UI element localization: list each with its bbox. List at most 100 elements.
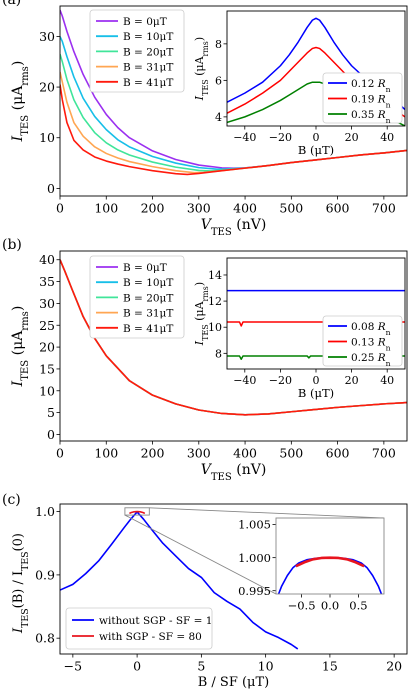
text-part: rms	[201, 286, 210, 301]
text-part: (μA	[10, 330, 26, 360]
text-part: n	[386, 359, 391, 368]
text-part: I	[193, 95, 206, 101]
x-tick-label: 200	[141, 446, 165, 461]
x-tick-label: 20	[345, 131, 359, 144]
zoom-connector	[149, 507, 385, 519]
x-tick-label: −40	[233, 131, 256, 144]
legend-frame	[65, 607, 213, 650]
x-tick-label: 0	[56, 446, 64, 461]
series-line	[60, 84, 407, 176]
y-tick-label: 14	[208, 269, 222, 282]
text-part: TES	[20, 360, 31, 381]
legend-label: B = 0μT	[123, 16, 167, 28]
inset-frame	[226, 257, 406, 370]
legend-label: B = 20μT	[123, 46, 173, 58]
series-line	[60, 259, 407, 416]
legend-frame	[89, 9, 185, 93]
text-part: TES	[211, 472, 232, 483]
text-part: 0.25	[351, 352, 378, 364]
y-axis-label: ITES (μArms)	[10, 61, 31, 143]
text-part: I	[10, 380, 26, 387]
panel-label: (c)	[2, 492, 21, 508]
text-part: 0.12	[351, 78, 378, 90]
x-axis-label: VTES (nV)	[201, 217, 267, 238]
text-part: )	[193, 282, 206, 286]
x-tick-label: 400	[233, 201, 257, 216]
text-part: n	[386, 328, 391, 337]
x-tick-label: −20	[269, 131, 292, 144]
text-part: TES	[201, 79, 210, 95]
x-axis-label: B / SF (μT)	[198, 675, 270, 690]
legend-label: 0.12 Rn	[351, 78, 391, 94]
panel-label: (b)	[2, 237, 22, 253]
x-tick-label: 400	[233, 446, 257, 461]
inset-y-axis-label: ITES (μArms)	[193, 282, 210, 346]
y-tick-label: 5	[47, 405, 55, 420]
text-part: R	[377, 337, 386, 349]
text-part: 0.19	[351, 94, 378, 106]
legend-label: B = 31μT	[123, 62, 173, 74]
legend: B = 0μT B = 10μT B = 20μT B = 31μT B = 41μT	[89, 9, 185, 93]
x-tick-label: 500	[279, 201, 303, 216]
x-tick-label: 0.5	[349, 599, 367, 613]
y-tick-label: 15	[39, 361, 55, 376]
x-tick-label: 200	[141, 201, 165, 216]
inset-frame	[275, 517, 385, 595]
inset: −0.5 0.0 0.5 0.995 1.000 1.005	[238, 517, 385, 613]
legend-label: 0.08 Rn	[351, 321, 391, 337]
inset-x-axis-label: B (μT)	[298, 386, 334, 400]
y-tick-label: 0.8	[35, 631, 55, 646]
text-part: R	[377, 78, 386, 90]
x-tick-label: 15	[322, 659, 338, 674]
legend-frame	[89, 255, 185, 339]
legend-label: 0.19 Rn	[351, 94, 391, 110]
x-axis-label: VTES (nV)	[201, 462, 267, 483]
legend: B = 0μT B = 10μT B = 20μT B = 31μT B = 41μT	[89, 255, 185, 339]
legend-label: 0.35 Rn	[351, 109, 391, 125]
text-part: (μA	[193, 55, 206, 79]
text-part: R	[377, 321, 386, 333]
legend: without SGP - SF = 1 with SGP - SF = 80	[65, 607, 213, 650]
axes-frame	[59, 250, 408, 442]
legend-label: B = 10μT	[123, 277, 173, 289]
zoom-connector	[124, 514, 277, 595]
x-tick-label: 600	[326, 201, 350, 216]
x-tick-label: 0	[313, 131, 320, 144]
y-tick-label: 1.005	[238, 518, 271, 532]
legend-label: B = 20μT	[123, 292, 173, 304]
text-part: )	[10, 306, 26, 311]
x-tick-label: 100	[94, 201, 118, 216]
inset-frame	[226, 10, 406, 127]
y-axis-label: ITES (μArms)	[10, 306, 31, 388]
y-tick-label: 8	[215, 347, 222, 360]
legend-label: B = 31μT	[123, 308, 173, 320]
y-tick-label: 0	[47, 181, 55, 196]
text-part: TES	[211, 227, 232, 238]
text-part: 0.13	[351, 337, 378, 349]
text-part: (B) / I	[11, 571, 26, 608]
panel-label: (a)	[2, 0, 21, 8]
y-tick-label: 10	[39, 130, 55, 145]
y-axis-label: ITES(B) / ITES(0)	[11, 533, 31, 634]
series-line	[129, 510, 146, 515]
y-tick-label: 35	[39, 274, 55, 289]
y-tick-label: 40	[39, 252, 55, 267]
inset-legend-frame	[322, 315, 403, 367]
plot-area	[276, 518, 384, 594]
inset-axes: −0.5 0.0 0.5 0.995 1.000 1.005	[238, 518, 384, 613]
axes-frame	[59, 503, 408, 655]
legend-label: B = 10μT	[123, 31, 173, 43]
inset-y-axis-label: ITES (μArms)	[193, 37, 210, 101]
text-part: R	[377, 109, 386, 121]
x-tick-label: 0	[133, 659, 141, 674]
text-part: I	[193, 340, 206, 346]
panel-c: (c)−5 0 5 10 15 200.80.91.0B / SF (μT)ITES(B)…	[2, 492, 408, 690]
legend-label: B = 0μT	[123, 262, 167, 274]
x-tick-label: 5	[197, 659, 205, 674]
x-tick-label: 0	[56, 201, 64, 216]
y-tick-label: 25	[39, 318, 55, 333]
text-part: )	[10, 61, 26, 66]
